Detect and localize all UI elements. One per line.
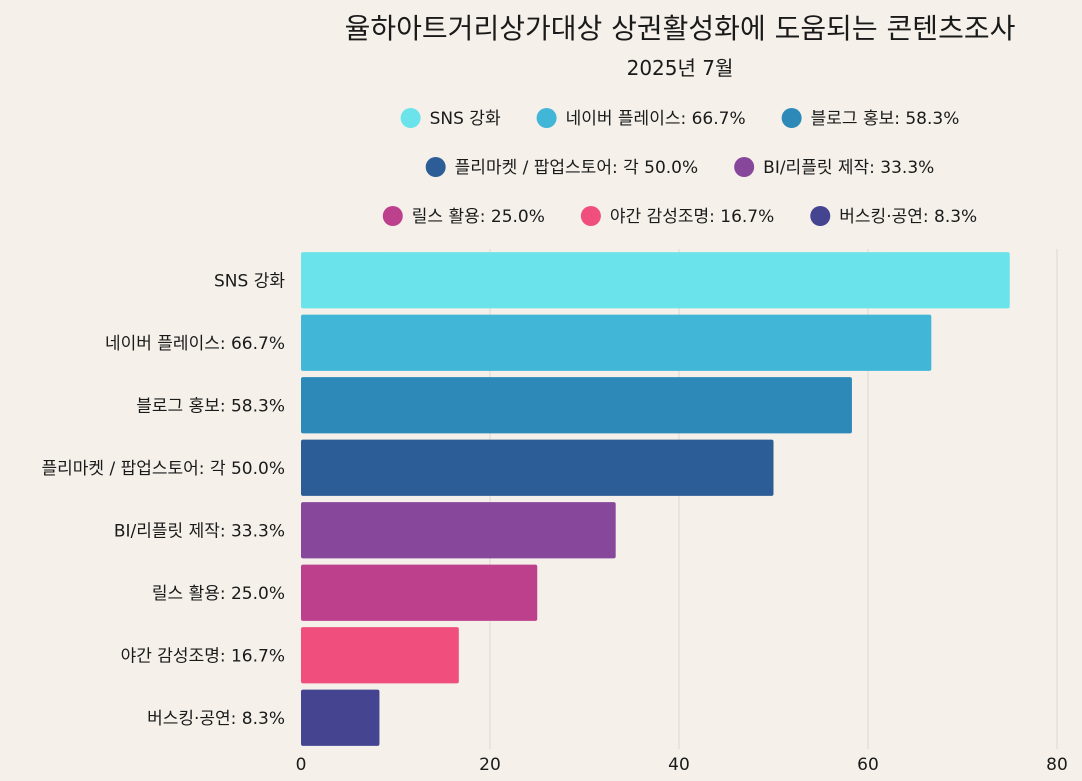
x-tick-label: 20 [479, 755, 501, 775]
legend-label: 네이버 플레이스: 66.7% [566, 109, 746, 129]
category-label: 야간 감성조명: 16.7% [121, 646, 285, 666]
legend-marker [810, 206, 831, 226]
bar [301, 689, 380, 746]
legend-marker [400, 108, 421, 128]
bars [301, 252, 1010, 746]
legend-label: SNS 강화 [430, 109, 501, 129]
bar [301, 377, 852, 434]
x-tick-label: 80 [1046, 755, 1068, 775]
x-axis-ticks: 0 20 40 60 80 [296, 755, 1068, 775]
x-tick-label: 0 [296, 755, 307, 775]
bar [301, 439, 774, 496]
category-label: 릴스 활용: 25.0% [152, 584, 285, 604]
legend-label: 버스킹·공연: 8.3% [839, 207, 977, 227]
chart-subtitle: 2025년 7월 [627, 56, 734, 80]
category-label: BI/리플릿 제작: 33.3% [114, 521, 285, 541]
legend-marker [382, 206, 403, 226]
x-tick-label: 40 [668, 755, 690, 775]
legend-label: 블로그 홍보: 58.3% [811, 109, 960, 129]
bar [301, 564, 538, 621]
legend-label: 야간 감성조명: 16.7% [610, 207, 774, 227]
legend-marker [734, 157, 755, 177]
category-label: 플리마켓 / 팝업스토어: 각 50.0% [42, 459, 285, 479]
bar [301, 252, 1010, 309]
category-label: 블로그 홍보: 58.3% [136, 396, 285, 416]
legend-marker [580, 206, 601, 226]
legend-label: BI/리플릿 제작: 33.3% [763, 158, 934, 178]
legend: SNS 강화 네이버 플레이스: 66.7% 블로그 홍보: 58.3% 플리마켓 /… [382, 108, 977, 227]
chart-title: 율하아트거리상가대상 상권활성화에 도움되는 콘텐츠조사 [345, 12, 1016, 45]
bar [301, 502, 616, 559]
legend-marker [781, 108, 802, 128]
bar [301, 627, 459, 684]
legend-marker [425, 157, 446, 177]
legend-label: 릴스 활용: 25.0% [412, 207, 545, 227]
bar [301, 314, 932, 371]
category-label: 네이버 플레이스: 66.7% [105, 334, 285, 354]
x-tick-label: 60 [857, 755, 879, 775]
category-label: SNS 강화 [214, 271, 285, 291]
legend-label: 플리마켓 / 팝업스토어: 각 50.0% [455, 158, 698, 178]
category-label: 버스킹·공연: 8.3% [147, 709, 285, 729]
legend-marker [536, 108, 557, 128]
